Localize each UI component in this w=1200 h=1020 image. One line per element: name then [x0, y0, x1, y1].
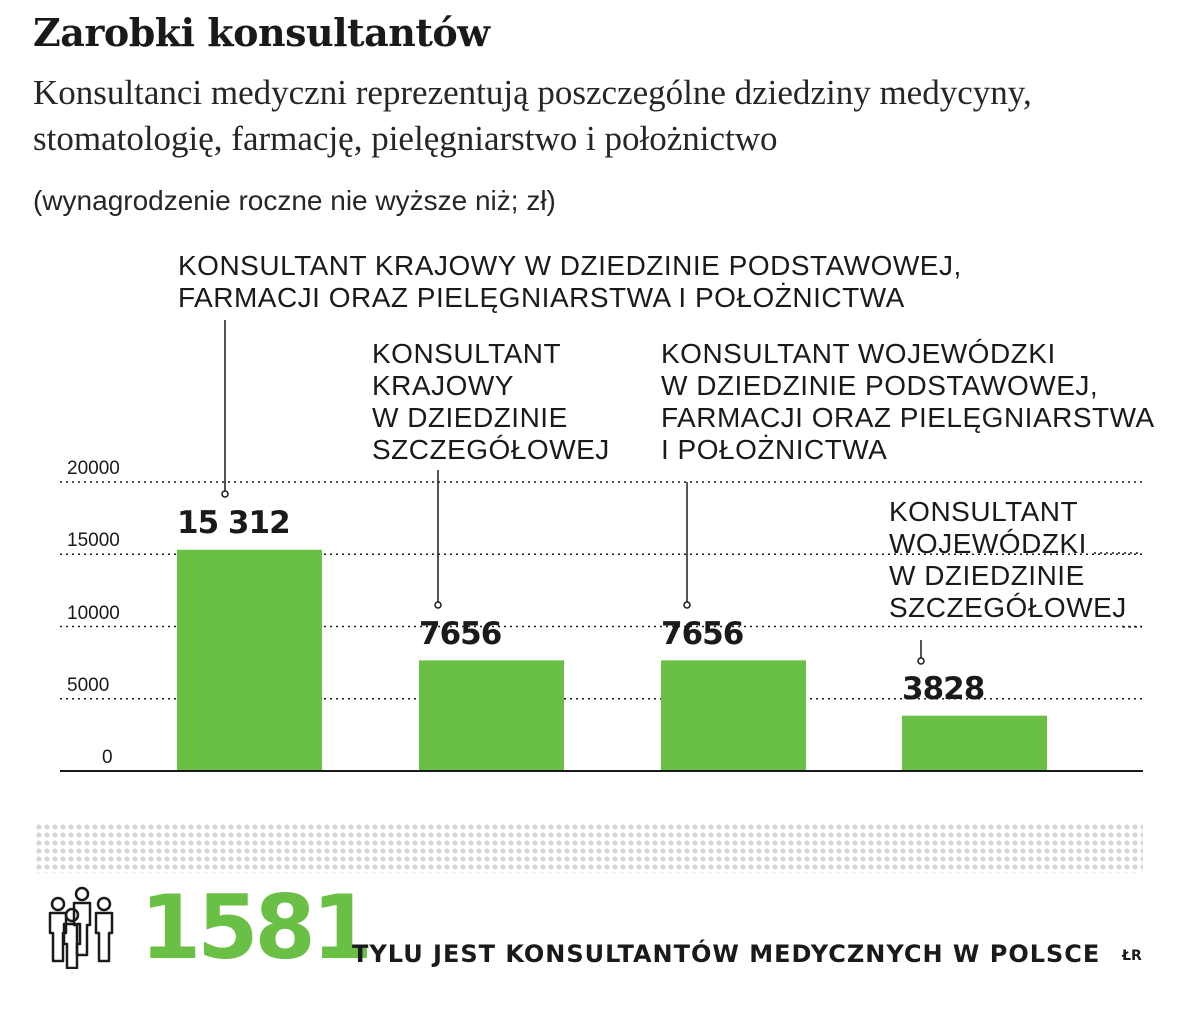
category-label: KONSULTANT KRAJOWY W DZIEDZINIE SZCZEGÓŁ…: [372, 338, 610, 465]
y-tick-label: 0: [102, 747, 113, 768]
people-group-icon: [48, 886, 114, 969]
value-label: 15 312: [177, 505, 291, 541]
category-label: KONSULTANT WOJEWÓDZKI W DZIEDZINIE SZCZE…: [889, 496, 1127, 623]
y-tick-label: 20000: [67, 458, 120, 479]
value-label: 7656: [661, 616, 744, 652]
y-tick-label: 15000: [67, 530, 120, 552]
consultant-count-caption: TYLU JEST KONSULTANTÓW MEDYCZNYCH W POLS…: [352, 940, 1101, 968]
dotted-separator: [35, 823, 1143, 873]
bar: [902, 715, 1047, 771]
consultant-count: 1581: [140, 876, 373, 979]
leader-dot: [917, 657, 925, 665]
unit-note: (wynagrodzenie roczne nie wyższe niż; zł…: [33, 185, 556, 216]
bar: [661, 660, 806, 771]
y-tick-label: 5000: [67, 674, 110, 696]
leader-dot: [434, 601, 442, 609]
bar: [177, 549, 322, 771]
leader-dot: [221, 490, 229, 498]
value-label: 7656: [419, 616, 502, 652]
leader-dot: [683, 601, 691, 609]
chart-subtitle: Konsultanci medyczni reprezentują poszcz…: [33, 73, 1032, 158]
chart-title: Zarobki konsultantów: [33, 10, 490, 55]
author-credit: ŁR: [1122, 948, 1142, 964]
y-tick-label: 10000: [67, 602, 120, 624]
value-label: 3828: [902, 671, 985, 707]
bar: [419, 660, 564, 771]
category-label: KONSULTANT KRAJOWY W DZIEDZINIE PODSTAWO…: [178, 250, 962, 313]
category-label: KONSULTANT WOJEWÓDZKI W DZIEDZINIE PODST…: [661, 338, 1155, 465]
